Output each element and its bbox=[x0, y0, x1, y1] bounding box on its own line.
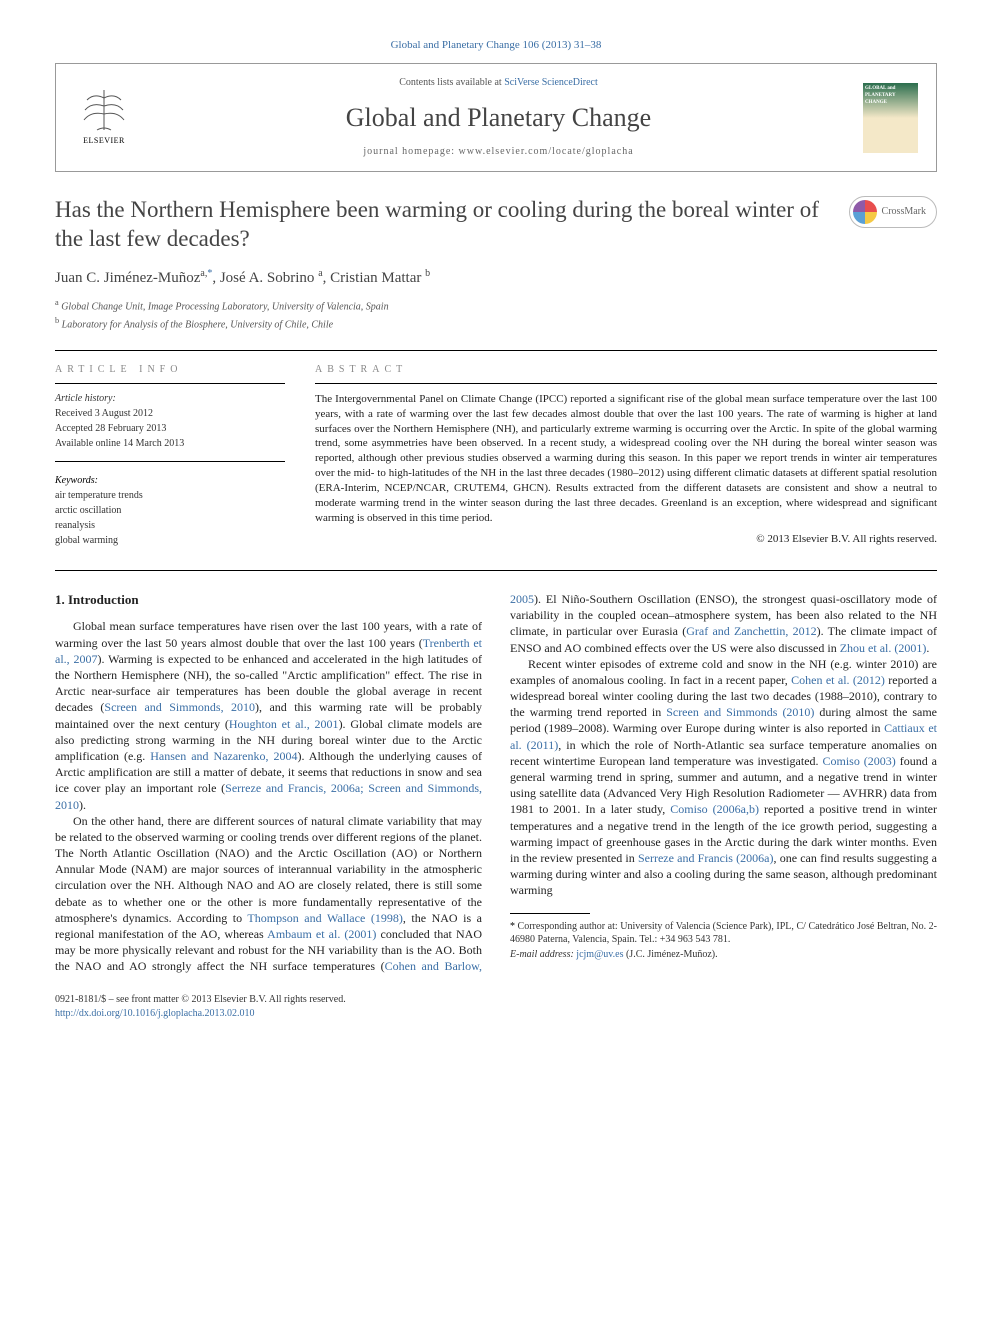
contents-list-line: Contents lists available at SciVerse Sci… bbox=[134, 76, 863, 90]
doi-link[interactable]: http://dx.doi.org/10.1016/j.gloplacha.20… bbox=[55, 1007, 937, 1021]
email-link[interactable]: jcjm@uv.es bbox=[576, 949, 623, 960]
crossmark-icon bbox=[853, 200, 877, 224]
history-label: Article history: bbox=[55, 392, 285, 406]
crossmark-badge[interactable]: CrossMark bbox=[849, 196, 937, 228]
article-title: Has the Northern Hemisphere been warming… bbox=[55, 196, 849, 254]
abstract-text: The Intergovernmental Panel on Climate C… bbox=[315, 392, 937, 526]
journal-header: ELSEVIER Contents lists available at Sci… bbox=[55, 63, 937, 171]
crossmark-label: CrossMark bbox=[882, 205, 926, 219]
footnote-rule bbox=[510, 913, 590, 914]
keywords-label: Keywords: bbox=[55, 474, 285, 488]
divider bbox=[55, 570, 937, 571]
journal-cover-thumbnail: GLOBAL and PLANETARY CHANGE bbox=[863, 83, 918, 153]
issn-line: 0921-8181/$ – see front matter © 2013 El… bbox=[55, 993, 937, 1007]
keyword: arctic oscillation bbox=[55, 503, 285, 518]
history-received: Received 3 August 2012 bbox=[55, 406, 285, 421]
keyword: reanalysis bbox=[55, 518, 285, 533]
elsevier-logo: ELSEVIER bbox=[74, 83, 134, 153]
divider bbox=[315, 383, 937, 384]
corresponding-author: * Corresponding author at: University of… bbox=[510, 920, 937, 962]
author-list: Juan C. Jiménez-Muñoza,*, José A. Sobrin… bbox=[55, 267, 937, 289]
affiliations: a Global Change Unit, Image Processing L… bbox=[55, 297, 937, 332]
keyword: air temperature trends bbox=[55, 488, 285, 503]
sciencedirect-link[interactable]: SciVerse ScienceDirect bbox=[504, 77, 598, 88]
abstract-heading: abstract bbox=[315, 363, 937, 377]
body-paragraph: Global mean surface temperatures have ri… bbox=[55, 618, 482, 812]
history-accepted: Accepted 28 February 2013 bbox=[55, 421, 285, 436]
divider bbox=[55, 350, 937, 351]
divider bbox=[55, 461, 285, 462]
top-citation[interactable]: Global and Planetary Change 106 (2013) 3… bbox=[55, 38, 937, 53]
abstract-column: abstract The Intergovernmental Panel on … bbox=[315, 363, 937, 548]
article-info-column: article info Article history: Received 3… bbox=[55, 363, 285, 548]
journal-homepage: journal homepage: www.elsevier.com/locat… bbox=[134, 145, 863, 159]
keyword: global warming bbox=[55, 533, 285, 548]
section-heading-intro: 1. Introduction bbox=[55, 591, 482, 609]
publisher-label: ELSEVIER bbox=[83, 135, 125, 146]
abstract-copyright: © 2013 Elsevier B.V. All rights reserved… bbox=[315, 532, 937, 547]
journal-name: Global and Planetary Change bbox=[134, 100, 863, 136]
body-paragraph: Recent winter episodes of extreme cold a… bbox=[510, 656, 937, 899]
divider bbox=[55, 383, 285, 384]
article-body: 1. Introduction Global mean surface temp… bbox=[55, 591, 937, 975]
article-info-heading: article info bbox=[55, 363, 285, 377]
history-online: Available online 14 March 2013 bbox=[55, 436, 285, 451]
page-footer: 0921-8181/$ – see front matter © 2013 El… bbox=[55, 993, 937, 1021]
elsevier-tree-icon bbox=[79, 88, 129, 133]
